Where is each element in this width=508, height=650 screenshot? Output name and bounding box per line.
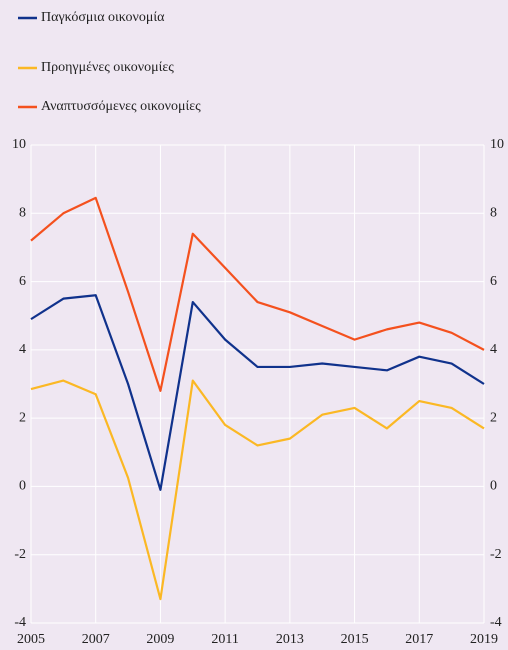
y2-tick-label: 0 — [490, 479, 497, 494]
y-tick-label: 6 — [19, 274, 26, 289]
y-tick-label: -2 — [14, 547, 26, 562]
y-tick-label: -4 — [14, 615, 26, 630]
y-tick-label: 2 — [19, 410, 26, 425]
x-tick-label: 2015 — [341, 632, 369, 647]
y2-tick-label: 10 — [490, 137, 504, 152]
x-tick-label: 2005 — [17, 632, 45, 647]
x-tick-label: 2007 — [82, 632, 110, 647]
y-tick-label: 0 — [19, 479, 26, 494]
y2-tick-label: 6 — [490, 274, 497, 289]
series-line — [30, 294, 485, 491]
y-tick-label: 8 — [19, 206, 26, 221]
x-tick-label: 2011 — [211, 632, 238, 647]
y2-tick-label: 4 — [490, 342, 497, 357]
legend-label: Αναπτυσσόμενες οικονομίες — [41, 99, 201, 114]
x-tick-label: 2013 — [276, 632, 304, 647]
x-tick-label: 2017 — [405, 632, 433, 647]
y2-tick-label: -2 — [490, 547, 502, 562]
y2-tick-label: 2 — [490, 410, 497, 425]
y-tick-label: 4 — [19, 342, 26, 357]
legend-label: Παγκόσμια οικονομία — [41, 10, 165, 25]
y2-tick-label: -4 — [490, 615, 502, 630]
series-line — [30, 196, 485, 392]
y-tick-label: 10 — [12, 137, 26, 152]
y2-tick-label: 8 — [490, 206, 497, 221]
plot-area — [31, 145, 484, 623]
x-tick-label: 2019 — [470, 632, 498, 647]
series-line — [30, 379, 485, 601]
legend-label: Προηγμένες οικονομίες — [41, 60, 174, 75]
x-tick-label: 2009 — [146, 632, 174, 647]
